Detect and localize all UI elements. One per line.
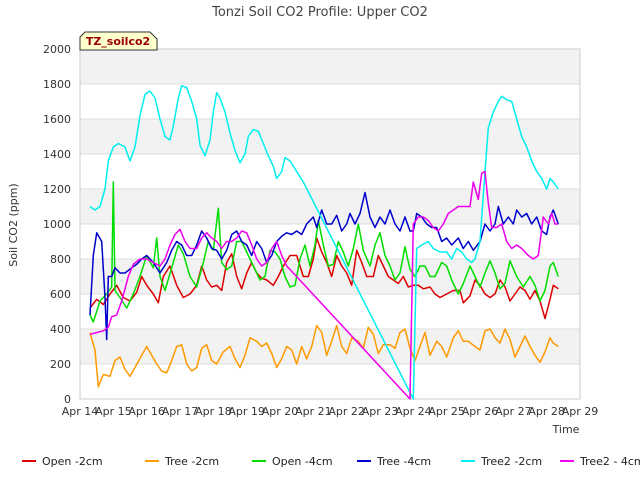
x-tick-label: Apr 22 [328, 405, 365, 418]
x-tick-label: Apr 20 [262, 405, 299, 418]
x-tick-label: Apr 28 [528, 405, 565, 418]
legend: Open -2cm Tree -2cm Open -4cm Tree -4cm Tree… [22, 455, 640, 468]
x-tick-label: Apr 21 [295, 405, 332, 418]
y-tick-label: 600 [50, 288, 71, 301]
y-tick-label: 200 [50, 358, 71, 371]
legend-label: Tree2 -2cm [480, 455, 542, 468]
x-tick-label: Apr 29 [562, 405, 599, 418]
x-axis-label: Time [552, 423, 580, 436]
x-tick-label: Apr 24 [395, 405, 432, 418]
x-tick-label: Apr 27 [495, 405, 532, 418]
x-tick-label: Apr 14 [62, 405, 99, 418]
plot-frame [79, 48, 581, 400]
series-line-tree2-2cm [89, 85, 559, 400]
background-bands [80, 49, 580, 364]
x-tick-label: Apr 18 [195, 405, 232, 418]
y-tick-label: 1600 [43, 113, 71, 126]
y-tick-label: 2000 [43, 43, 71, 56]
legend-label: Tree -4cm [376, 455, 431, 468]
series-line-tree-4cm [89, 191, 560, 341]
legend-label: Tree2 - 4cm [579, 455, 640, 468]
x-tick-label: Apr 26 [462, 405, 499, 418]
y-axis-label: Soil CO2 (ppm) [7, 183, 20, 266]
y-tick-label: 1800 [43, 78, 71, 91]
badge-label: TZ_soilco2 [86, 35, 150, 48]
x-tick-label: Apr 16 [128, 405, 165, 418]
y-tick-label: 800 [50, 253, 71, 266]
y-tick-label: 1400 [43, 148, 71, 161]
background-band [80, 119, 580, 154]
y-tick-labels: 0 200 400 600 800 1000 1200 1400 1600 1800 2000 [43, 43, 71, 406]
background-band [80, 189, 580, 224]
series-line-tree-2cm [89, 324, 559, 388]
legend-label: Open -2cm [42, 455, 103, 468]
x-tick-label: Apr 23 [362, 405, 399, 418]
badge: TZ_soilco2 [79, 31, 158, 51]
series-line-open-2cm [89, 237, 559, 320]
series-line-open-4cm [89, 181, 560, 323]
x-tick-label: Apr 15 [95, 405, 132, 418]
series-line-tree2-4cm [89, 170, 559, 400]
background-band [80, 49, 580, 84]
x-tick-label: Apr 19 [228, 405, 265, 418]
chart-title: Tonzi Soil CO2 Profile: Upper CO2 [211, 5, 428, 20]
x-tick-label: Apr 25 [428, 405, 465, 418]
x-tick-label: Apr 17 [162, 405, 199, 418]
legend-label: Open -4cm [272, 455, 333, 468]
y-tick-label: 400 [50, 323, 71, 336]
y-tick-label: 1200 [43, 183, 71, 196]
badge-shape [79, 31, 158, 51]
legend-label: Tree -2cm [164, 455, 219, 468]
y-tick-label: 1000 [43, 218, 71, 231]
series-lines [89, 85, 560, 400]
y-tick-label: 0 [64, 393, 71, 406]
